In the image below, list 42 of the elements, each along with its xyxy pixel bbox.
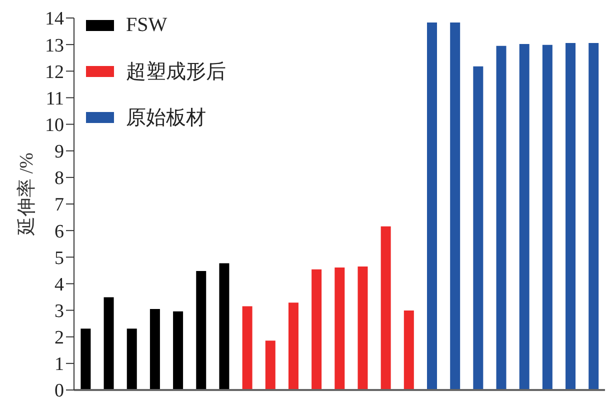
y-tick-label: 13 bbox=[45, 35, 64, 56]
legend-label: 原始板材 bbox=[126, 106, 206, 130]
bar bbox=[126, 328, 137, 390]
bar bbox=[450, 22, 460, 390]
y-tick-label: 3 bbox=[54, 301, 64, 322]
bar bbox=[219, 263, 230, 390]
y-axis-title: 延伸率 /% bbox=[16, 152, 38, 236]
y-tick-label: 0 bbox=[54, 380, 64, 402]
bar bbox=[473, 66, 484, 390]
bar bbox=[566, 42, 576, 390]
y-tick-label: 7 bbox=[54, 194, 64, 216]
bar bbox=[334, 268, 345, 390]
bar bbox=[427, 22, 437, 390]
bar bbox=[312, 269, 322, 390]
y-tick-label: 5 bbox=[54, 248, 64, 269]
bar bbox=[80, 328, 91, 390]
bar bbox=[519, 44, 530, 390]
y-tick-label: 8 bbox=[54, 168, 64, 190]
bar bbox=[542, 44, 552, 390]
bar bbox=[150, 308, 160, 390]
bar bbox=[380, 226, 391, 390]
y-tick-label: 14 bbox=[45, 8, 64, 30]
legend-label: 超塑成形后 bbox=[126, 60, 226, 84]
y-tick-label: 1 bbox=[54, 354, 64, 376]
y-tick-label: 10 bbox=[45, 115, 64, 136]
bar bbox=[265, 340, 276, 390]
y-tick-label: 6 bbox=[54, 221, 64, 242]
bar bbox=[588, 42, 599, 390]
bar bbox=[104, 297, 114, 390]
legend-label: FSW bbox=[126, 14, 168, 36]
bar bbox=[242, 306, 252, 390]
bar bbox=[288, 302, 298, 390]
bar bbox=[496, 46, 506, 390]
y-tick-label: 9 bbox=[54, 142, 64, 163]
bar bbox=[404, 310, 414, 390]
bar bbox=[358, 266, 368, 390]
y-tick-label: 4 bbox=[54, 274, 64, 296]
y-tick-label: 12 bbox=[45, 62, 64, 83]
y-tick-label: 11 bbox=[46, 88, 64, 110]
y-tick-label: 2 bbox=[54, 328, 64, 349]
bar bbox=[196, 270, 206, 390]
bar bbox=[173, 311, 184, 390]
